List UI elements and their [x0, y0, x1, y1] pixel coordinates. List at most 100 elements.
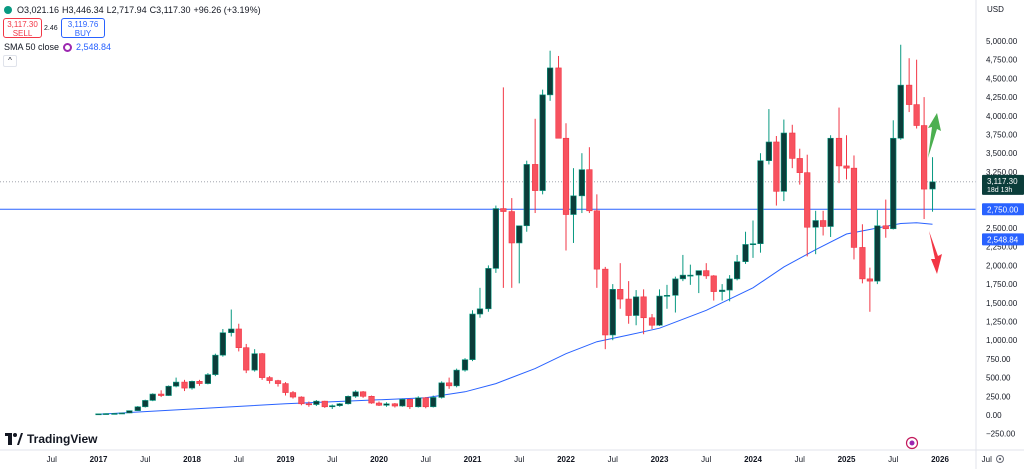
candle[interactable]	[492, 205, 499, 273]
candle[interactable]	[921, 97, 928, 220]
candle[interactable]	[625, 281, 632, 324]
candle[interactable]	[212, 353, 219, 377]
candle[interactable]	[804, 154, 811, 257]
candle[interactable]	[196, 379, 203, 386]
candle[interactable]	[679, 254, 686, 282]
candle[interactable]	[469, 310, 476, 362]
collapse-legend-button[interactable]: ^	[3, 55, 17, 67]
candle[interactable]	[188, 380, 196, 390]
candle[interactable]	[289, 391, 297, 399]
candle[interactable]	[796, 148, 803, 185]
candle[interactable]	[399, 398, 406, 407]
candle[interactable]	[149, 393, 156, 402]
candle[interactable]	[859, 224, 866, 284]
candle[interactable]	[336, 403, 343, 407]
candle[interactable]	[118, 412, 125, 415]
candle[interactable]	[539, 89, 546, 195]
candle[interactable]	[648, 314, 656, 329]
price-scale[interactable]: USD 5,000.00 4,750.00 4,500.00 4,250.00 4,000…	[975, 0, 1024, 469]
candle[interactable]	[640, 289, 647, 335]
candle[interactable]	[352, 390, 359, 398]
candle[interactable]	[485, 265, 492, 312]
candle[interactable]	[446, 377, 453, 389]
candle[interactable]	[476, 287, 484, 318]
candle[interactable]	[555, 55, 562, 139]
candle[interactable]	[375, 401, 383, 407]
candle[interactable]	[757, 153, 764, 253]
sell-button[interactable]: 3,117.30 SELL	[3, 18, 42, 38]
candle[interactable]	[663, 284, 671, 309]
candle[interactable]	[827, 135, 834, 237]
sma-settings-icon[interactable]	[63, 42, 73, 52]
candle[interactable]	[586, 147, 593, 214]
buy-button[interactable]: 3,119.76 BUY	[61, 18, 105, 38]
candle[interactable]	[617, 263, 624, 309]
candle[interactable]	[882, 199, 889, 238]
candle[interactable]	[181, 379, 188, 392]
candle[interactable]	[102, 413, 110, 415]
candle[interactable]	[913, 59, 920, 129]
candle[interactable]	[134, 406, 141, 411]
tradingview-logo[interactable]: TradingView	[5, 432, 97, 446]
candle[interactable]	[204, 373, 211, 385]
candle[interactable]	[710, 275, 717, 301]
candle[interactable]	[406, 398, 413, 410]
candle[interactable]	[282, 382, 289, 396]
candle[interactable]	[890, 120, 897, 230]
candle[interactable]	[219, 328, 226, 357]
candle[interactable]	[158, 390, 165, 398]
time-scale[interactable]: Jul 2017 Jul 2018 Jul 2019 Jul 2020 Jul 2021 Jul 20…	[0, 436, 1024, 465]
candle[interactable]	[165, 385, 172, 396]
candle[interactable]	[228, 309, 235, 337]
candle[interactable]	[243, 343, 250, 374]
candle[interactable]	[532, 118, 539, 214]
candle[interactable]	[719, 284, 726, 301]
candle[interactable]	[734, 254, 741, 281]
candle[interactable]	[500, 87, 507, 288]
candle[interactable]	[866, 267, 873, 312]
candle[interactable]	[345, 395, 352, 405]
candle[interactable]	[235, 323, 242, 352]
candle[interactable]	[321, 400, 328, 408]
candle[interactable]	[313, 400, 320, 407]
candle[interactable]	[820, 210, 827, 236]
sma-legend[interactable]: SMA 50 close 2,548.84	[4, 42, 111, 52]
settings-gear-icon[interactable]	[996, 455, 1004, 463]
candle[interactable]	[547, 50, 554, 101]
candle[interactable]	[516, 225, 523, 284]
candle[interactable]	[578, 153, 585, 214]
candle[interactable]	[749, 220, 757, 258]
candle[interactable]	[843, 135, 850, 180]
candle[interactable]	[656, 289, 663, 326]
candle[interactable]	[812, 210, 819, 255]
candle[interactable]	[523, 160, 530, 232]
candle[interactable]	[259, 352, 266, 380]
candle[interactable]	[422, 397, 429, 409]
candle[interactable]	[329, 404, 336, 410]
candle[interactable]	[298, 396, 305, 406]
candle[interactable]	[602, 266, 609, 350]
candle[interactable]	[703, 263, 710, 279]
candle[interactable]	[508, 198, 515, 288]
candle[interactable]	[126, 410, 133, 414]
candle[interactable]	[274, 379, 282, 387]
candle[interactable]	[383, 402, 390, 407]
candle[interactable]	[633, 290, 640, 326]
candle[interactable]	[305, 401, 312, 407]
candle[interactable]	[874, 210, 881, 285]
candle[interactable]	[562, 123, 570, 251]
candle[interactable]	[111, 413, 118, 415]
candle[interactable]	[695, 270, 702, 294]
candle[interactable]	[780, 119, 787, 202]
candle[interactable]	[773, 135, 780, 206]
candle[interactable]	[173, 377, 180, 388]
candle[interactable]	[430, 395, 437, 408]
candle[interactable]	[789, 124, 796, 169]
candle[interactable]	[609, 284, 616, 341]
candle[interactable]	[438, 381, 445, 399]
candle[interactable]	[593, 194, 600, 288]
candle[interactable]	[929, 157, 936, 212]
candle[interactable]	[360, 391, 367, 398]
candle[interactable]	[461, 358, 469, 372]
